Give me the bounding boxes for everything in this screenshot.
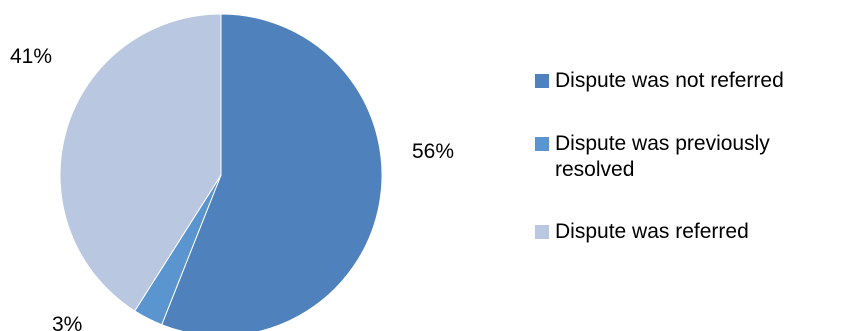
legend-item-not-referred: Dispute was not referred [535,68,835,131]
legend-swatch-previously-resolved [535,137,549,151]
legend-label: Dispute was previously resolved [555,132,770,181]
legend-item-previously-resolved: Dispute was previously resolved [535,131,835,219]
chart-legend: Dispute was not referred Dispute was pre… [535,68,835,245]
pct-label-previously-resolved: 3% [52,313,82,331]
legend-item-referred: Dispute was referred [535,219,835,245]
pie-slices [59,13,383,331]
pie-labels: 56% 3% 41% [10,45,454,331]
pie-slice-dispute-was-not-referred [161,13,383,331]
legend-label: Dispute was not referred [555,69,784,92]
legend-swatch-not-referred [535,74,549,88]
pct-label-not-referred: 56% [412,140,454,163]
pie-slice-dispute-was-referred [59,13,222,312]
legend-label: Dispute was referred [555,220,749,243]
legend-swatch-referred [535,225,549,239]
pct-label-referred: 41% [10,45,52,68]
